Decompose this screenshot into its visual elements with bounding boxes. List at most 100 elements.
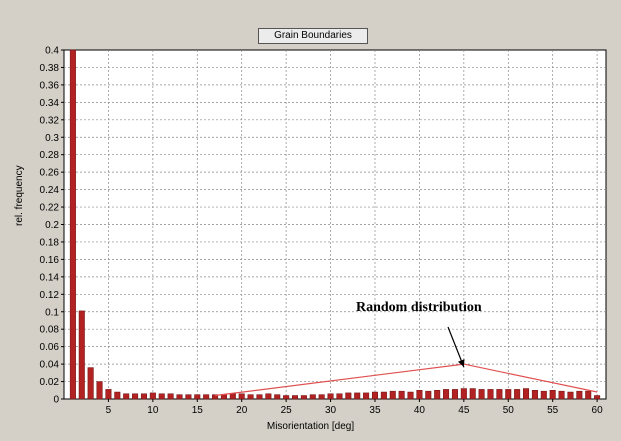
x-tick-label: 45 [458,405,470,416]
bar [496,389,503,400]
bar [425,390,432,400]
y-tick-label: 0.12 [40,290,60,301]
bar [167,393,174,400]
bar [354,392,361,400]
bar [132,393,139,400]
bar [247,394,254,400]
y-tick-label: 0.18 [40,237,60,248]
bar [158,393,165,400]
bar [176,394,183,400]
bar [594,395,601,400]
bar [212,394,219,400]
bar [283,395,290,400]
bar [407,391,414,400]
x-tick-label: 55 [547,405,559,416]
bar [265,393,272,400]
bar [300,395,307,400]
bar [487,389,494,400]
bar [443,389,450,400]
bar [96,381,103,400]
y-tick-label: 0.14 [40,272,60,283]
y-tick-label: 0.24 [40,185,60,196]
bar [336,393,343,400]
annotation-arrowhead [458,359,465,367]
bar [567,391,574,400]
bar [371,391,378,400]
x-tick-label: 30 [325,405,337,416]
x-tick-label: 40 [414,405,426,416]
bar [514,389,521,400]
bar [229,393,236,400]
bar [185,394,192,400]
bar [469,388,476,400]
plot-area [63,49,607,400]
bar [460,388,467,400]
bar [274,394,281,400]
bar [238,393,245,400]
annotation-arrow [447,326,465,368]
bar [434,390,441,400]
bar [398,390,405,400]
x-axis-label: Misorientation [deg] [266,421,355,432]
y-tick-label: 0.34 [40,98,60,109]
bar [478,389,485,400]
y-tick-label: 0.1 [45,307,59,318]
bar [78,310,85,400]
bar [194,394,201,400]
bar [220,394,227,400]
bar [292,395,299,400]
bar [309,394,316,400]
bar [523,388,530,400]
bar [327,393,334,400]
y-tick-label: 0.3 [45,133,59,144]
y-tick-label: 0.36 [40,80,60,91]
y-tick-label: 0.32 [40,115,60,126]
bar [105,389,112,400]
y-tick-label: 0.28 [40,150,60,161]
bar [380,391,387,400]
bar [203,394,210,400]
x-tick-label: 25 [281,405,293,416]
y-tick-label: 0 [53,395,59,406]
x-tick-label: 35 [369,405,381,416]
y-tick-label: 0.16 [40,255,60,266]
bar [318,394,325,400]
bar [149,392,156,400]
x-tick-label: 50 [503,405,515,416]
x-tick-label: 5 [106,405,112,416]
bar [451,389,458,400]
x-tick-label: 20 [236,405,248,416]
bar [345,392,352,400]
y-tick-label: 0.06 [40,342,60,353]
bar [585,390,592,400]
bar [114,391,121,400]
bar [576,390,583,400]
x-tick-label: 60 [592,405,604,416]
bar [416,390,423,400]
bar [540,390,547,400]
bar [505,389,512,400]
x-tick-label: 15 [192,405,204,416]
y-tick-label: 0.2 [45,220,59,231]
bar [363,392,370,400]
bar [389,390,396,400]
chart-title: Grain Boundaries [258,28,368,44]
y-tick-label: 0.04 [40,360,60,371]
annotation-label: Random distribution [356,300,482,315]
bar [549,390,556,400]
bar [558,390,565,400]
bar [123,393,130,400]
y-axis-label: rel. frequency [14,165,25,226]
y-tick-label: 0.26 [40,168,60,179]
bar [531,390,538,400]
y-tick-label: 0.22 [40,203,60,214]
y-tick-label: 0.4 [45,46,59,57]
bar [140,393,147,400]
bar [87,367,94,400]
y-tick-label: 0.02 [40,377,60,388]
y-tick-label: 0.08 [40,325,60,336]
bar [256,394,263,400]
x-tick-label: 10 [147,405,159,416]
